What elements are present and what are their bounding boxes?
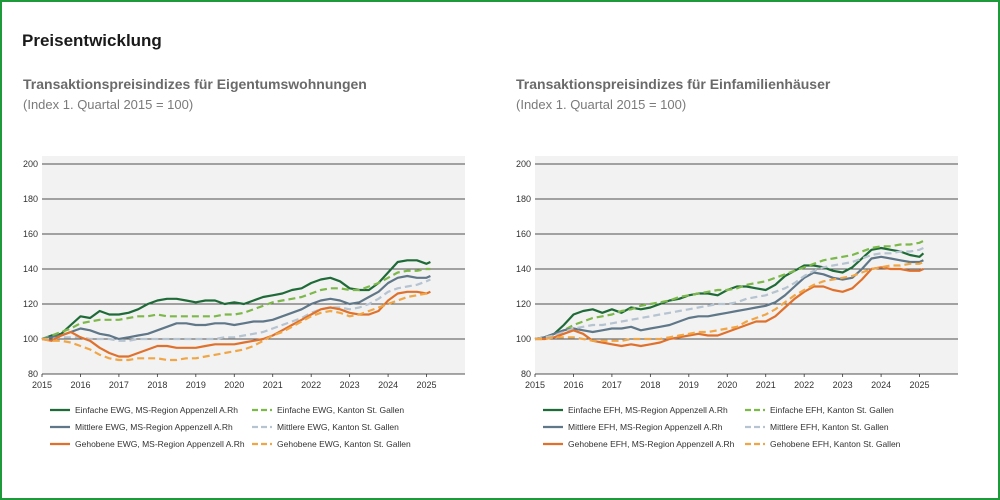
y-tick-label: 120 xyxy=(23,299,38,309)
x-tick-label: 2019 xyxy=(679,380,699,390)
y-tick-label: 180 xyxy=(516,194,531,204)
page-title: Preisentwicklung xyxy=(22,31,162,50)
y-tick-label: 160 xyxy=(516,229,531,239)
series-line xyxy=(41,259,431,341)
series-line xyxy=(534,247,924,341)
y-tick-label: 200 xyxy=(516,159,531,169)
legend-label: Mittlere EWG, MS-Region Appenzell A.Rh xyxy=(75,422,233,432)
legend-label: Gehobene EWG, Kanton St. Gallen xyxy=(277,439,411,449)
series-line xyxy=(534,240,924,341)
chart-panel-einfamilienhaeuser: Transaktionspreisindizes für Einfamilien… xyxy=(513,76,983,476)
legend-label: Gehobene EFH, MS-Region Appenzell A.Rh xyxy=(568,439,735,449)
legend-label: Mittlere EFH, MS-Region Appenzell A.Rh xyxy=(568,422,723,432)
x-tick-label: 2020 xyxy=(717,380,737,390)
x-tick-label: 2022 xyxy=(794,380,814,390)
legend-label: Einfache EFH, MS-Region Appenzell A.Rh xyxy=(568,405,728,415)
series-line xyxy=(41,290,431,362)
series-line xyxy=(535,261,924,342)
y-tick-label: 200 xyxy=(23,159,38,169)
x-tick-label: 2017 xyxy=(602,380,622,390)
x-tick-label: 2022 xyxy=(301,380,321,390)
legend-label: Einfache EFH, Kanton St. Gallen xyxy=(770,405,894,415)
chart-title: Transaktionspreisindizes für Eigentumswo… xyxy=(23,76,367,92)
chart-subtitle: (Index 1. Quartal 2015 = 100) xyxy=(516,97,687,112)
series-line xyxy=(534,255,924,341)
legend-label: Mittlere EWG, Kanton St. Gallen xyxy=(277,422,399,432)
x-tick-label: 2019 xyxy=(186,380,206,390)
x-tick-label: 2025 xyxy=(417,380,437,390)
series-line xyxy=(41,274,431,341)
y-tick-label: 140 xyxy=(23,264,38,274)
legend-label: Einfache EWG, Kanton St. Gallen xyxy=(277,405,404,415)
line-chart-eigentumswohnungen: 80 100 120 140 160 180 200 2015 2016 2017 2018 2019… xyxy=(23,156,465,449)
chart-panel-eigentumswohnungen: Transaktionspreisindizes für Eigentumswo… xyxy=(20,76,490,476)
chart-title: Transaktionspreisindizes für Einfamilien… xyxy=(516,76,831,92)
y-tick-label: 120 xyxy=(516,299,531,309)
y-tick-label: 140 xyxy=(516,264,531,274)
x-tick-label: 2016 xyxy=(70,380,90,390)
y-tick-label: 160 xyxy=(23,229,38,239)
y-tick-label: 100 xyxy=(516,334,531,344)
x-tick-label: 2021 xyxy=(263,380,283,390)
series-line xyxy=(535,266,924,348)
legend-label: Gehobene EFH, Kanton St. Gallen xyxy=(770,439,901,449)
series-line xyxy=(42,278,431,342)
x-tick-label: 2015 xyxy=(32,380,52,390)
x-tick-label: 2018 xyxy=(147,380,167,390)
y-tick-label: 180 xyxy=(23,194,38,204)
x-tick-label: 2020 xyxy=(224,380,244,390)
x-tick-label: 2021 xyxy=(756,380,776,390)
y-tick-label: 100 xyxy=(23,334,38,344)
chart-subtitle: (Index 1. Quartal 2015 = 100) xyxy=(23,97,194,112)
x-tick-label: 2024 xyxy=(378,380,398,390)
legend-label: Mittlere EFH, Kanton St. Gallen xyxy=(770,422,889,432)
legend-label: Gehobene EWG, MS-Region Appenzell A.Rh xyxy=(75,439,245,449)
x-tick-label: 2018 xyxy=(640,380,660,390)
y-tick-label: 80 xyxy=(28,369,38,379)
x-tick-label: 2025 xyxy=(910,380,930,390)
x-tick-label: 2017 xyxy=(109,380,129,390)
legend-label: Einfache EWG, MS-Region Appenzell A.Rh xyxy=(75,405,238,415)
series-line xyxy=(41,267,431,341)
y-tick-label: 80 xyxy=(521,369,531,379)
x-tick-label: 2016 xyxy=(563,380,583,390)
line-chart-einfamilienhaeuser: 80 100 120 140 160 180 200 2015 2016 2017 2018 2019… xyxy=(516,156,958,449)
x-tick-label: 2015 xyxy=(525,380,545,390)
x-tick-label: 2023 xyxy=(340,380,360,390)
x-tick-label: 2024 xyxy=(871,380,891,390)
series-line xyxy=(41,290,431,358)
x-tick-label: 2023 xyxy=(833,380,853,390)
